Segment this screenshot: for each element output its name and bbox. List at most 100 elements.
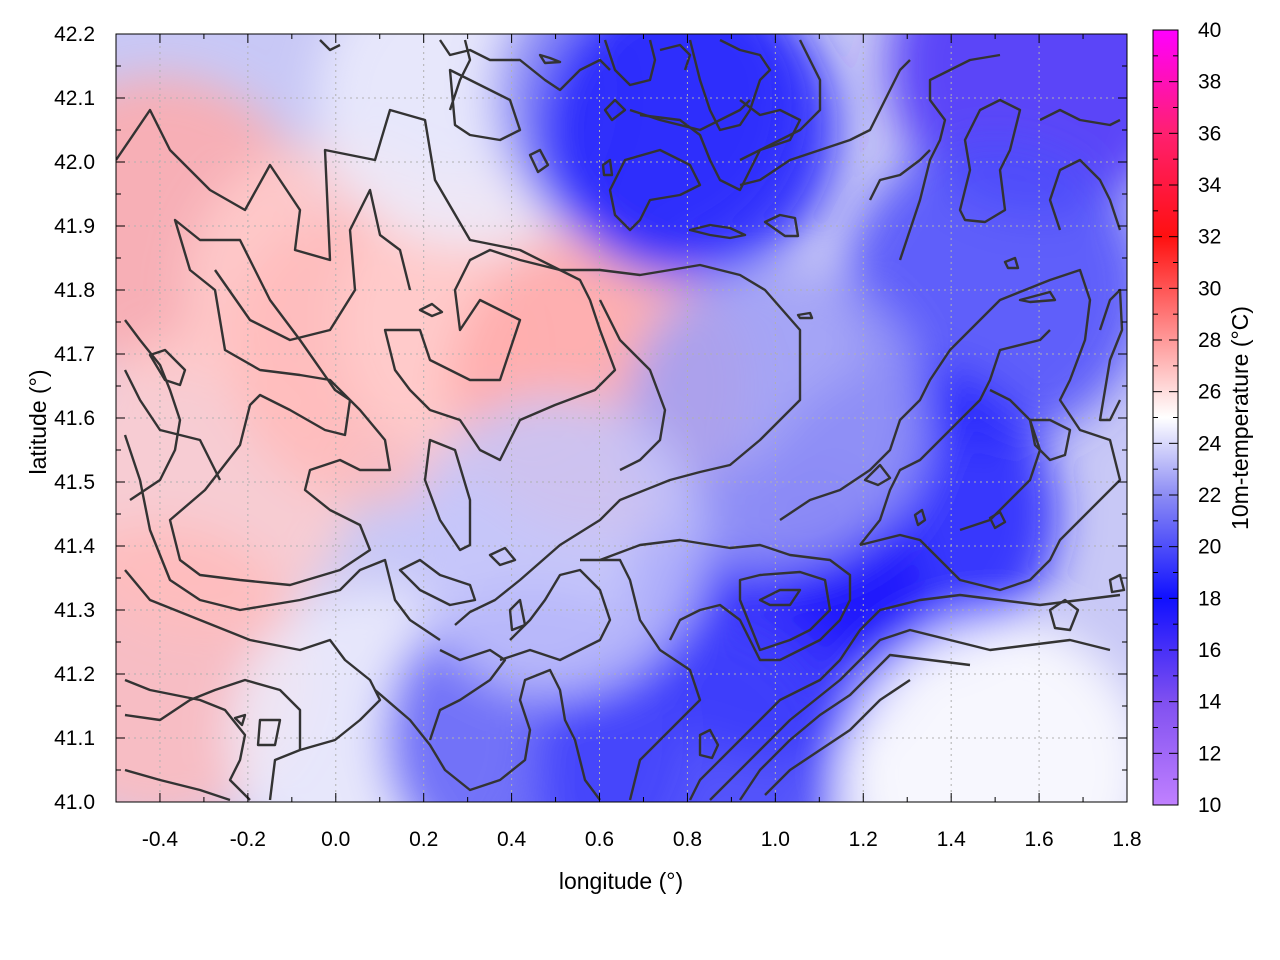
contour-line: [124, 569, 382, 801]
colorbar-tick-label: 32: [1198, 226, 1221, 249]
colorbar-title: 10m-temperature (°C): [1227, 306, 1253, 530]
colorbar-tick-label: 12: [1198, 742, 1221, 765]
contour-line: [709, 628, 1111, 801]
x-tick-labels: -0.4 -0.2 0.0 0.2 0.4 0.6 0.8 1.0 1.2 1.4 1.6 1.8: [142, 828, 1142, 851]
axis-ticks: [115, 33, 1128, 803]
x-tick-label: 0.0: [321, 828, 350, 851]
contour-line: [124, 319, 182, 501]
contour-line: [1098, 288, 1124, 422]
y-tick-label: 41.5: [54, 471, 95, 494]
contour-line: [738, 570, 832, 652]
contour-line: [764, 679, 911, 796]
colorbar-tick-label: 24: [1198, 432, 1222, 455]
contour-line: [1048, 158, 1122, 231]
contour-line: [123, 434, 441, 641]
contour-line: [739, 39, 822, 162]
contour-line: [214, 188, 412, 342]
contour-line: [398, 558, 477, 607]
colorbar: 10 12 14 16 18 20 22 24 26 28 30 32 34 36 38 40 10m-tem…: [1152, 19, 1253, 817]
contour-line: [603, 39, 657, 87]
contour-line: [1039, 108, 1121, 127]
colorbar-tick-label: 28: [1198, 329, 1221, 352]
x-tick-label: 1.0: [761, 828, 790, 851]
contour-line: [913, 508, 927, 527]
contour-line: [639, 99, 802, 192]
contour-line: [688, 38, 772, 132]
colorbar-tick-label: 26: [1198, 381, 1221, 404]
colorbar-tick-label: 38: [1198, 71, 1221, 94]
contour-line: [688, 223, 747, 240]
x-tick-label: -0.2: [230, 828, 266, 851]
contour-line: [123, 369, 222, 481]
x-axis-title: longitude (°): [559, 868, 683, 894]
colorbar-tick-label: 22: [1198, 484, 1221, 507]
contour-line: [508, 598, 527, 632]
contour-line: [428, 648, 507, 741]
y-tick-label: 42.0: [54, 151, 95, 174]
temperature-sample: [845, 620, 1127, 802]
y-axis-title: latitude (°): [25, 369, 51, 474]
x-tick-label: 0.4: [497, 828, 527, 851]
x-tick-label: 0.2: [409, 828, 438, 851]
colorbar-tick-label: 18: [1198, 587, 1221, 610]
contour-line: [608, 148, 702, 232]
contour-line: [374, 668, 601, 801]
contour-line: [1108, 573, 1126, 594]
contour-line: [439, 39, 611, 92]
contour-line: [1003, 256, 1020, 270]
colorbar-tick-label: 20: [1198, 536, 1221, 559]
colorbar-tick-label: 34: [1198, 174, 1222, 197]
x-tick-label: -0.4: [142, 828, 179, 851]
colorbar-tick-label: 30: [1198, 277, 1221, 300]
contour-line: [758, 588, 802, 607]
y-tick-label: 42.2: [54, 23, 95, 46]
contour-line: [988, 510, 1007, 530]
contour-lines: [116, 38, 1126, 802]
contour-line: [599, 538, 852, 662]
contour-line: [1048, 598, 1080, 632]
contour-line: [739, 59, 911, 187]
contour-line: [124, 678, 251, 801]
contour-line: [958, 98, 1022, 224]
contour-line: [863, 463, 892, 487]
contour-line: [779, 268, 1122, 592]
x-tick-label: 1.8: [1112, 828, 1141, 851]
y-tick-label: 41.4: [54, 535, 95, 558]
y-tick-label: 42.1: [54, 87, 95, 110]
y-tick-label: 41.7: [54, 343, 95, 366]
contour-line: [148, 348, 187, 387]
contour-line: [538, 53, 562, 65]
y-tick-label: 41.0: [54, 791, 95, 814]
colorbar-tick-label: 16: [1198, 639, 1221, 662]
colorbar-tick-label: 10: [1198, 794, 1221, 817]
contour-line: [688, 593, 1121, 801]
x-tick-label: 0.6: [585, 828, 614, 851]
contour-line: [124, 768, 231, 802]
temperature-sample: [537, 34, 838, 280]
contour-line: [698, 728, 720, 760]
contour-line: [528, 148, 550, 174]
y-tick-label: 41.6: [54, 407, 95, 430]
x-tick-label: 1.2: [849, 828, 878, 851]
contour-line: [499, 568, 612, 662]
contour-line: [383, 248, 617, 462]
contour-line: [1028, 418, 1072, 462]
y-tick-label: 41.3: [54, 599, 95, 622]
contour-line: [601, 158, 614, 177]
contour-line: [739, 653, 971, 801]
contour-line: [898, 53, 1001, 261]
y-tick-label: 41.9: [54, 215, 95, 238]
contour-line: [124, 678, 302, 750]
contour-line: [256, 718, 282, 747]
contour-line: [659, 43, 692, 71]
contour-line: [598, 299, 667, 472]
y-tick-labels: 41.0 41.1 41.2 41.3 41.4 41.5 41.6 41.7 41.8 41.9…: [54, 23, 95, 814]
contour-line: [488, 546, 517, 567]
y-tick-label: 41.8: [54, 279, 95, 302]
contour-line: [763, 213, 800, 238]
contour-line: [603, 98, 627, 122]
contour-line: [233, 713, 247, 727]
y-tick-label: 41.2: [54, 663, 95, 686]
y-tick-label: 41.1: [54, 727, 95, 750]
contour-line: [868, 149, 931, 201]
